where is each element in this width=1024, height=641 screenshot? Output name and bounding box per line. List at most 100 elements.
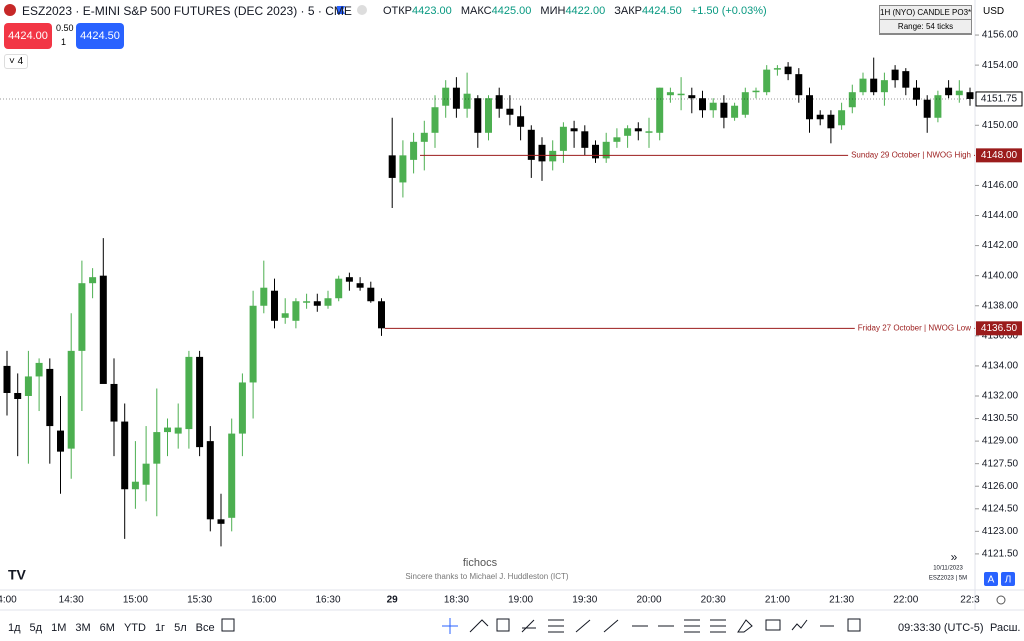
candle-body [217, 519, 225, 524]
y-tick-label: 4140.00 [982, 270, 1019, 281]
y-tick-label: 4130.50 [982, 413, 1019, 424]
candle-body [303, 301, 311, 303]
x-tick-label: 16:30 [315, 595, 340, 606]
range-button[interactable]: Все [195, 622, 215, 634]
y-tick-label: 4146.00 [982, 180, 1019, 191]
log-button[interactable] [1001, 572, 1015, 586]
dot-icon [357, 5, 367, 15]
candle-body [913, 87, 920, 100]
x-tick-label: 19:30 [572, 595, 597, 606]
candle-body [527, 129, 535, 160]
candle-body [506, 108, 514, 115]
sell-button[interactable]: 4424.00 [4, 23, 52, 49]
tool-fib[interactable] [521, 619, 536, 633]
candle-body [14, 392, 22, 399]
range-bar: 1д 5д 1М 3М 6М YTD 1г 5л Все [8, 622, 224, 634]
open-label: ОТКР [383, 5, 413, 17]
x-tick-label: 15:30 [187, 595, 212, 606]
y-tick-label: 4144.00 [982, 210, 1019, 221]
candle-body [260, 287, 268, 306]
range-button[interactable]: 1М [51, 622, 67, 634]
candle-body [367, 287, 375, 302]
auto-button[interactable] [984, 572, 998, 586]
calendar-icon[interactable] [221, 618, 235, 632]
tool-path[interactable] [791, 619, 808, 631]
range-button[interactable]: YTD [123, 622, 146, 634]
tool-eraser[interactable] [737, 619, 753, 633]
candle-body [378, 301, 385, 329]
candle-body [624, 128, 632, 136]
level-price-tag [976, 148, 1022, 163]
candle-body [345, 277, 353, 282]
range-button[interactable]: 6М [99, 622, 115, 634]
range-button[interactable]: 1г [154, 622, 166, 634]
date: 10/11/2023 [933, 566, 963, 572]
x-tick-label: 16:00 [251, 595, 276, 606]
candle-body [78, 283, 86, 351]
candle-body [474, 98, 482, 133]
candle-body [324, 298, 332, 306]
clock: 09:33:30 (UTC-5) [898, 622, 984, 634]
high-label: МАКС [460, 5, 492, 17]
tool-segment[interactable] [603, 619, 619, 633]
close: 4424.50 [642, 5, 682, 17]
candle-body [185, 356, 193, 430]
y-tick-label: 4124.50 [982, 503, 1019, 514]
last-price-tag [975, 91, 1023, 107]
level-price: 4136.50 [981, 323, 1018, 334]
candle-body [238, 382, 246, 434]
range-button[interactable]: 5д [29, 622, 43, 634]
range-button[interactable]: 5л [174, 622, 187, 634]
candle-body [99, 275, 107, 384]
candle-body [923, 99, 931, 118]
indicators-toggle[interactable]: ˅ 4 [4, 54, 29, 69]
quantity: 1 [61, 37, 67, 47]
buy-button[interactable]: 4424.50 [76, 23, 124, 49]
tool-cross[interactable] [442, 618, 458, 634]
candle-body [485, 98, 492, 133]
candle-body [35, 362, 43, 377]
tool-ray[interactable] [575, 619, 591, 633]
candle-body [955, 90, 963, 96]
auto-label: A [988, 575, 995, 586]
candle-body [645, 131, 653, 133]
candle-body [46, 368, 54, 427]
x-tick-label: 29 [387, 595, 399, 606]
y-tick-label: 4126.00 [982, 481, 1019, 492]
tool-trend[interactable] [469, 619, 489, 633]
extended-hours[interactable]: Расш. [990, 622, 1021, 634]
candle-body [688, 95, 696, 99]
logo: TV [8, 567, 27, 583]
tool-zoom[interactable] [847, 618, 861, 632]
candle-body [89, 277, 97, 284]
scroll-button[interactable]: » [951, 550, 958, 564]
y-tick-label: 4150.00 [982, 120, 1019, 131]
candle-body [880, 80, 888, 93]
candle-body [666, 92, 674, 96]
range-button[interactable]: 1д [8, 622, 21, 634]
x-tick-label: 22:00 [893, 595, 918, 606]
y-tick-label: 4136.00 [982, 330, 1019, 341]
candle-body [410, 141, 418, 160]
candle-body [592, 144, 599, 159]
currency[interactable]: USD [983, 6, 1005, 17]
range-button[interactable]: 3М [75, 622, 91, 634]
tool-lines[interactable] [548, 619, 564, 633]
candle-body [463, 93, 471, 109]
tool-pitch[interactable] [710, 619, 726, 633]
symbol-title: ESZ2023 · E-MINI S&P 500 FUTURES (DEC 20… [22, 4, 352, 18]
tool-note[interactable] [765, 619, 781, 631]
tool-channel[interactable] [684, 619, 700, 633]
flag-icon[interactable] [337, 6, 345, 14]
tool-rect[interactable] [496, 618, 510, 632]
settings-icon[interactable] [996, 595, 1006, 605]
spread: 0.50 [56, 23, 74, 33]
x-tick-label: 22:3 [960, 595, 980, 606]
candle-body [827, 114, 835, 129]
y-tick-label: 4154.00 [982, 60, 1019, 71]
candle-body [752, 90, 760, 93]
y-tick-label: 4127.50 [982, 458, 1019, 469]
candle-body [399, 155, 407, 183]
level-price: 4148.00 [981, 150, 1018, 161]
